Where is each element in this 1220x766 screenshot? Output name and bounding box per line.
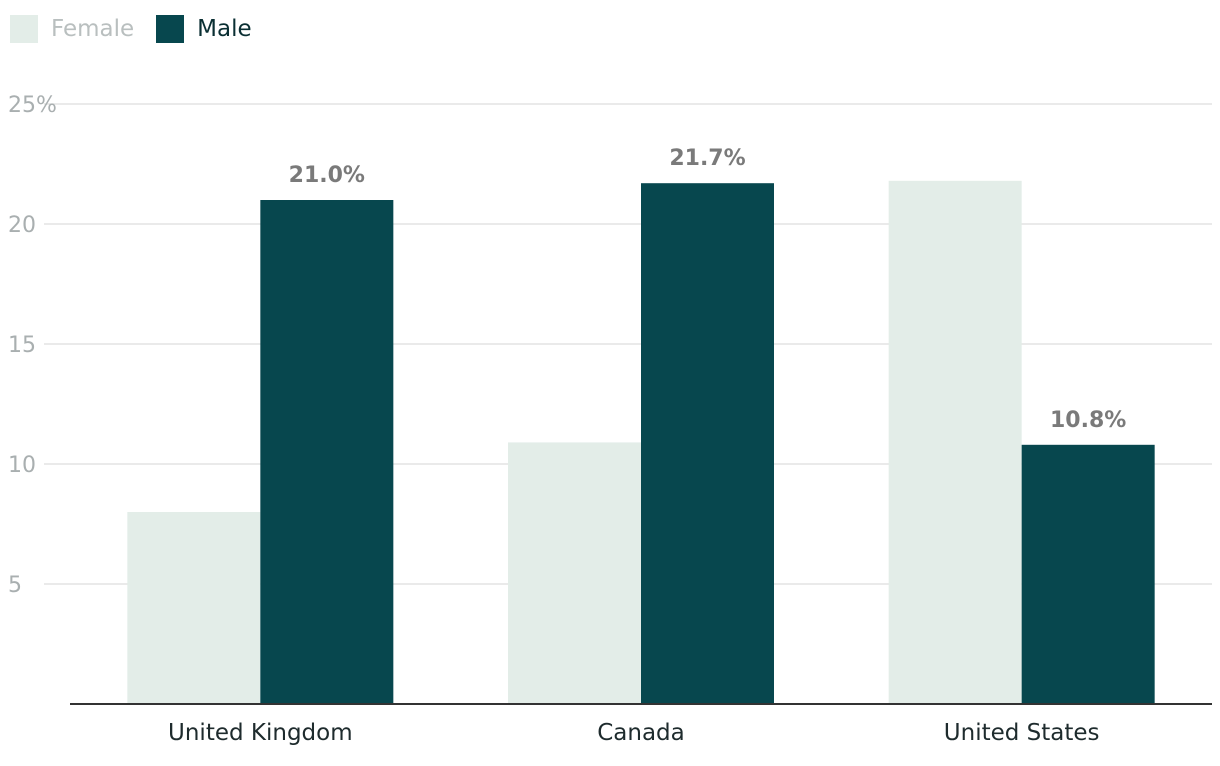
bar-male-canada: [641, 183, 774, 704]
bar-male-united-states: [1021, 444, 1155, 704]
y-tick-label-20: 20: [8, 213, 36, 238]
data-label-male-canada: 21.7%: [669, 146, 745, 171]
x-tick-label-united-kingdom: United Kingdom: [168, 720, 353, 746]
legend-swatch-female: [10, 15, 38, 43]
bar-female-united-states: [888, 180, 1022, 705]
legend-swatch-male: [156, 15, 185, 43]
chart-legend: Female Male: [10, 14, 274, 44]
bar-female-canada: [508, 442, 641, 704]
x-tick-label-united-states: United States: [944, 720, 1100, 746]
data-label-male-united-states: 10.8%: [1050, 408, 1126, 433]
legend-item-female[interactable]: Female: [10, 15, 134, 43]
legend-label-male: Male: [197, 16, 252, 42]
y-tick-label-25: 25%: [8, 93, 57, 118]
data-label-male-united-kingdom: 21.0%: [289, 163, 365, 188]
bar-male-united-kingdom: [260, 200, 394, 704]
y-tick-label-10: 10: [8, 453, 36, 478]
x-tick-label-canada: Canada: [597, 720, 685, 746]
y-tick-label-15: 15: [8, 333, 36, 358]
legend-label-female: Female: [51, 16, 135, 42]
bar-female-united-kingdom: [127, 512, 261, 704]
y-tick-label-5: 5: [8, 573, 22, 598]
legend-item-male[interactable]: Male: [156, 15, 252, 43]
